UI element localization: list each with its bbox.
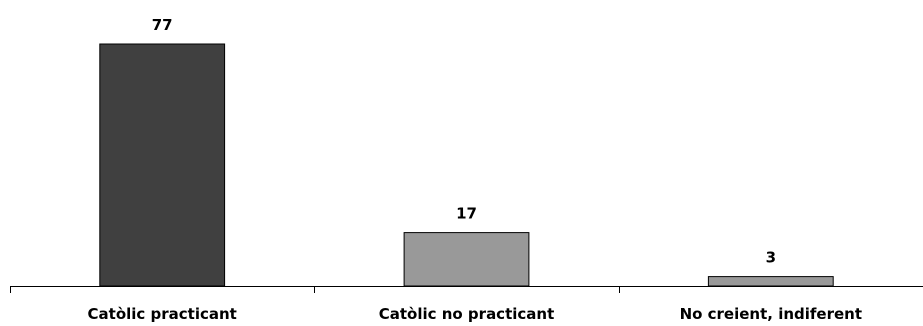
x-axis — [10, 286, 923, 293]
data-label-no-creient-indiferent: 3 — [766, 249, 776, 267]
data-label-catolic-practicant: 77 — [152, 16, 173, 34]
x-tick-label-catolic-practicant: Catòlic practicant — [88, 305, 237, 323]
data-label-catolic-no-practicant: 17 — [456, 205, 477, 223]
x-tick-labels-group: Catòlic practicant Catòlic no practicant N… — [88, 305, 862, 323]
bar-catolic-no-practicant — [403, 232, 530, 287]
x-tick-label-no-creient-indiferent: No creient, indiferent — [680, 305, 862, 323]
bar-catolic-practicant — [99, 43, 226, 287]
value-labels-group: 77 17 3 — [152, 16, 776, 267]
x-tick-label-catolic-no-practicant: Catòlic no practicant — [379, 305, 555, 323]
bars-group — [99, 43, 834, 287]
bar-no-creient-indiferent — [707, 276, 834, 287]
